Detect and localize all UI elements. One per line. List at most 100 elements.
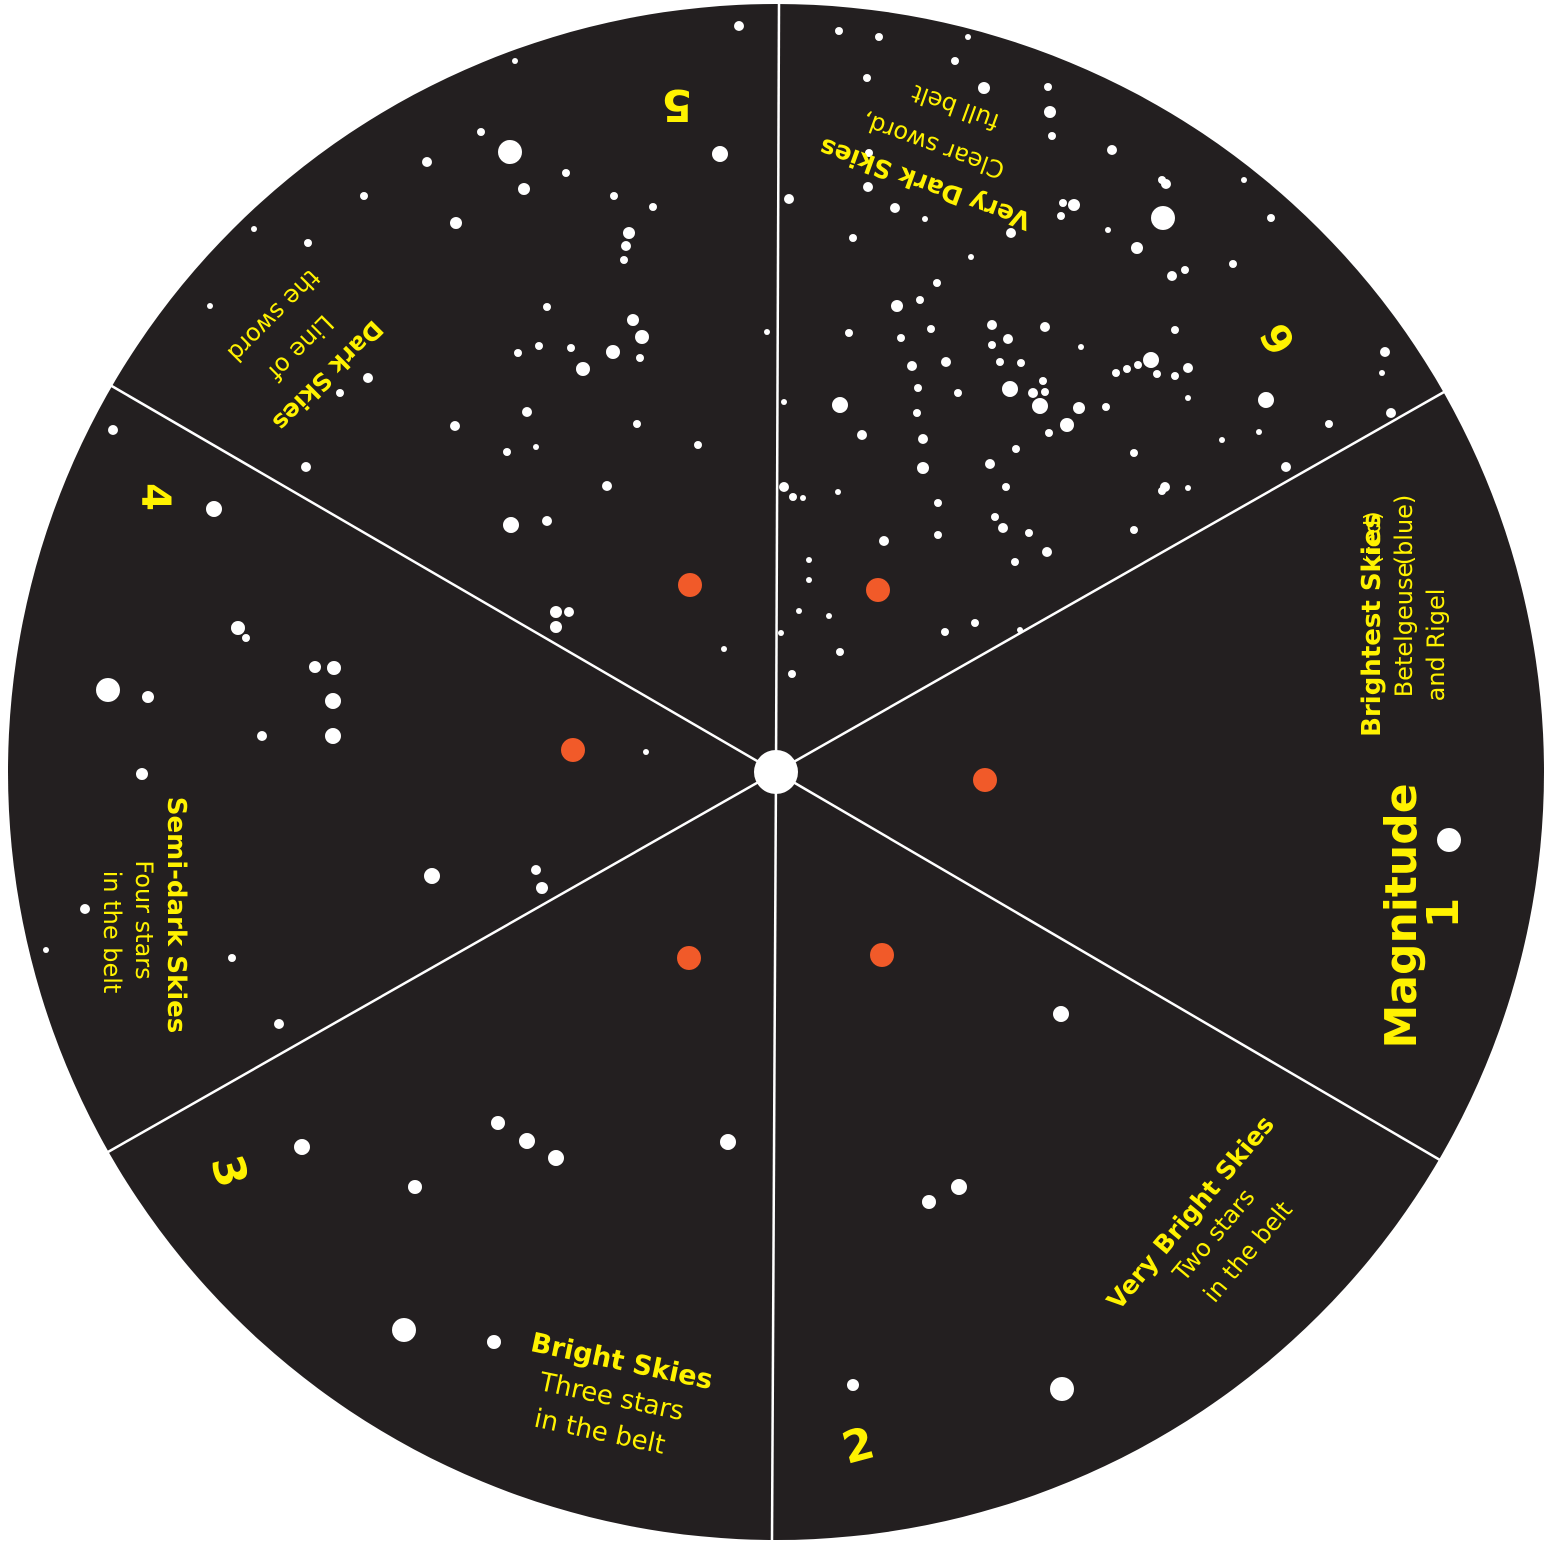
star-dot bbox=[567, 344, 575, 352]
divider-lower-left bbox=[107, 770, 777, 1154]
star-dot bbox=[1006, 228, 1016, 238]
star-dot bbox=[424, 868, 440, 884]
star-dot bbox=[1185, 485, 1191, 491]
star-dot bbox=[548, 1150, 564, 1166]
segment-4-heading: Semi-dark Skies bbox=[161, 797, 191, 1034]
star-dot bbox=[207, 303, 213, 309]
star-dot bbox=[712, 146, 728, 162]
star-dot bbox=[274, 1019, 284, 1029]
star-dot bbox=[806, 557, 812, 563]
star-dot bbox=[1039, 377, 1047, 385]
star-dot bbox=[231, 621, 245, 635]
star-dot bbox=[1379, 370, 1385, 376]
star-dot bbox=[576, 362, 590, 376]
red-giant-star bbox=[870, 943, 894, 967]
star-dot bbox=[304, 239, 312, 247]
star-dot bbox=[879, 536, 889, 546]
star-dot bbox=[951, 57, 959, 65]
star-dot bbox=[1105, 227, 1111, 233]
segment-5-number: 5 bbox=[662, 79, 693, 130]
divider-upper-right bbox=[775, 390, 1445, 774]
star-dot bbox=[325, 693, 341, 709]
star-dot bbox=[1060, 418, 1074, 432]
star-dot bbox=[519, 1133, 535, 1149]
star-dot bbox=[954, 389, 962, 397]
star-dot bbox=[536, 882, 548, 894]
star-dot bbox=[602, 481, 612, 491]
star-dot bbox=[635, 330, 649, 344]
star-dot bbox=[806, 577, 812, 583]
star-dot bbox=[498, 140, 522, 164]
star-dot bbox=[610, 192, 618, 200]
star-dot bbox=[251, 226, 257, 232]
star-dot bbox=[228, 954, 236, 962]
star-dot bbox=[1158, 487, 1166, 495]
star-dot bbox=[865, 149, 873, 157]
star-dot bbox=[1059, 199, 1067, 207]
star-dot bbox=[1267, 214, 1275, 222]
star-dot bbox=[1123, 365, 1131, 373]
star-dot bbox=[720, 1134, 736, 1150]
segment-1-detail-blue: (blue) bbox=[1390, 495, 1418, 566]
star-dot bbox=[933, 279, 941, 287]
star-dot bbox=[136, 768, 148, 780]
star-dot bbox=[789, 493, 797, 501]
segment-1-number: 1 bbox=[1418, 898, 1469, 929]
star-dot bbox=[800, 495, 806, 501]
segment-1-detail-red: (red) bbox=[1361, 511, 1386, 564]
star-dot bbox=[1112, 369, 1120, 377]
star-dot bbox=[835, 489, 841, 495]
star-dot bbox=[1134, 361, 1142, 369]
star-dot bbox=[1068, 199, 1080, 211]
star-dot bbox=[734, 21, 744, 31]
star-dot bbox=[1073, 402, 1085, 414]
star-dot bbox=[1025, 529, 1033, 537]
star-dot bbox=[918, 434, 928, 444]
divider-upper-left bbox=[109, 383, 777, 774]
star-dot bbox=[934, 499, 942, 507]
star-dot bbox=[623, 227, 635, 239]
star-dot bbox=[1048, 132, 1056, 140]
star-dot bbox=[1229, 260, 1237, 268]
star-dot bbox=[1437, 828, 1461, 852]
star-dot bbox=[562, 169, 570, 177]
divider-lower-right bbox=[775, 770, 1441, 1162]
center-pin bbox=[754, 750, 798, 794]
star-dot bbox=[1281, 462, 1291, 472]
star-dot bbox=[649, 203, 657, 211]
star-dot bbox=[1386, 408, 1396, 418]
star-dot bbox=[1012, 445, 1020, 453]
star-dot bbox=[542, 516, 552, 526]
star-dot bbox=[863, 74, 871, 82]
title-magnitude: Magnitude bbox=[1376, 783, 1427, 1048]
star-dot bbox=[890, 203, 900, 213]
star-dot bbox=[836, 648, 844, 656]
star-dot bbox=[43, 947, 49, 953]
star-dot bbox=[512, 58, 518, 64]
red-giant-star bbox=[973, 768, 997, 792]
star-dot bbox=[1256, 429, 1262, 435]
star-dot bbox=[1380, 347, 1390, 357]
star-dot bbox=[108, 425, 118, 435]
star-dot bbox=[142, 691, 154, 703]
star-dot bbox=[917, 462, 929, 474]
segment-1-heading: Brightest Skies bbox=[1357, 513, 1387, 737]
segment-1-line3: and Rigel bbox=[1422, 589, 1450, 702]
star-dot bbox=[257, 731, 267, 741]
star-dot bbox=[845, 329, 853, 337]
star-dot bbox=[927, 325, 935, 333]
star-dot bbox=[1017, 359, 1025, 367]
star-dot bbox=[408, 1180, 422, 1194]
star-dot bbox=[620, 256, 628, 264]
star-dot bbox=[363, 373, 373, 383]
star-dot bbox=[826, 613, 832, 619]
divider-top bbox=[774, 3, 781, 773]
star-dot bbox=[503, 448, 511, 456]
star-dot bbox=[922, 216, 928, 222]
star-dot bbox=[987, 320, 997, 330]
star-dot bbox=[327, 661, 341, 675]
star-dot bbox=[1028, 388, 1038, 398]
star-dot bbox=[1151, 206, 1175, 230]
star-dot bbox=[1143, 352, 1159, 368]
segment-4-line3: in the belt bbox=[98, 871, 126, 994]
